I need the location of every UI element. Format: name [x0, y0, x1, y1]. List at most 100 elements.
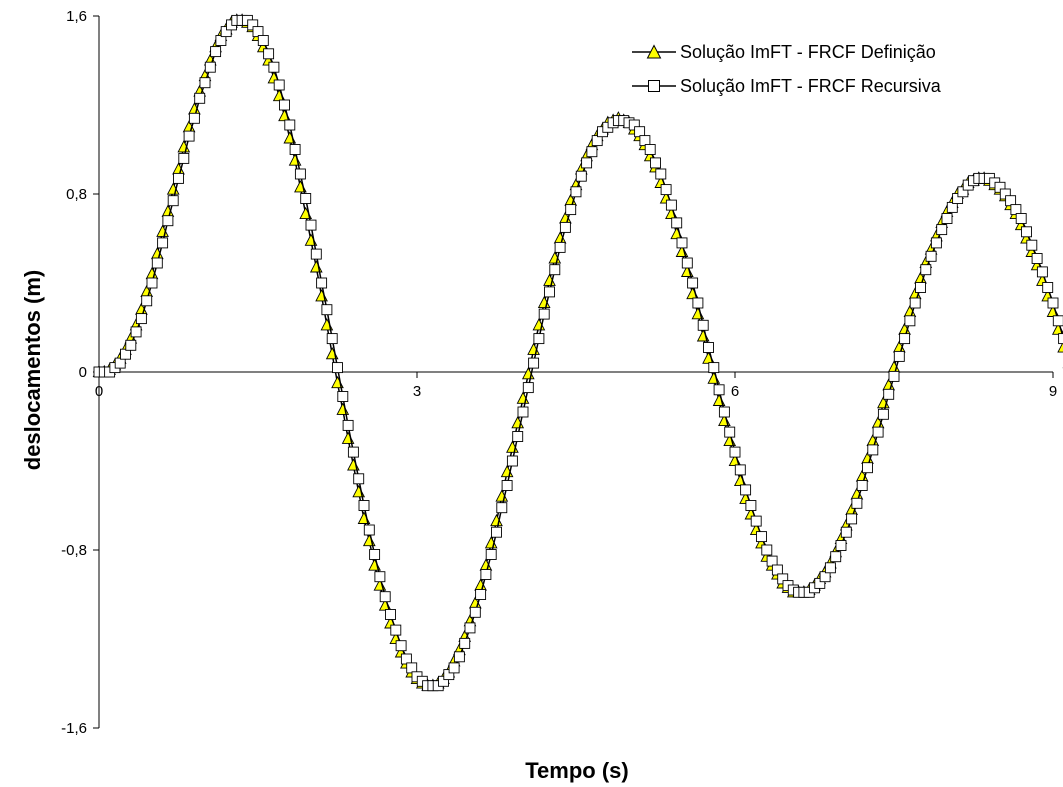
square-marker: [1047, 297, 1059, 309]
legend-label-series-2: Solução ImFT - FRCF Recursiva: [680, 76, 942, 96]
legend-marker-series-1: [646, 44, 662, 59]
y-tick-label: -0,8: [61, 542, 87, 559]
square-marker: [856, 480, 868, 491]
square-marker: [300, 193, 312, 204]
square-marker: [522, 382, 534, 394]
square-marker: [718, 406, 730, 418]
square-marker: [485, 549, 497, 560]
square-marker: [337, 391, 349, 402]
square-marker: [475, 589, 487, 600]
square-marker: [1026, 239, 1038, 251]
x-tick-label: 0: [95, 383, 103, 400]
square-marker: [660, 184, 672, 196]
square-marker: [1036, 266, 1048, 278]
square-marker: [135, 313, 147, 325]
square-marker: [846, 513, 858, 525]
square-marker: [257, 35, 269, 46]
square-marker: [888, 370, 900, 382]
square-marker: [379, 591, 391, 603]
square-marker: [671, 217, 683, 229]
square-marker: [326, 333, 338, 345]
square-marker: [830, 551, 842, 563]
square-marker: [559, 221, 571, 233]
square-marker: [332, 362, 343, 374]
square-marker: [496, 502, 508, 514]
square-marker: [369, 549, 381, 560]
axes: 1,6 0,8 0 -0,8 -1,6 0 3 6 9: [61, 8, 1057, 737]
square-marker: [512, 431, 524, 442]
square-marker: [920, 264, 932, 276]
square-marker: [1052, 315, 1063, 327]
plot-area: [92, 13, 1063, 692]
square-marker: [575, 170, 587, 182]
square-marker: [146, 277, 158, 289]
square-marker: [909, 297, 921, 309]
y-tick-label: 1,6: [66, 8, 87, 25]
square-marker: [756, 531, 767, 543]
square-marker: [1021, 226, 1032, 238]
square-marker: [167, 195, 179, 207]
square-marker: [703, 342, 714, 353]
square-marker: [740, 484, 752, 496]
square-marker: [151, 257, 163, 269]
square-marker: [448, 662, 460, 674]
legend-marker-series-2: [648, 80, 660, 92]
square-marker: [1058, 333, 1063, 345]
y-tick-label: -1,6: [61, 720, 87, 737]
square-marker: [538, 308, 550, 320]
square-marker: [840, 526, 852, 538]
square-marker: [528, 357, 540, 369]
square-marker: [904, 315, 916, 327]
series-1-line: [99, 19, 1063, 687]
legend-label-series-1: Solução ImFT - FRCF Definição: [680, 42, 936, 62]
square-marker: [899, 333, 911, 345]
x-axis-title: Tempo (s): [525, 758, 628, 783]
square-marker: [872, 426, 884, 438]
square-marker: [459, 637, 471, 649]
square-marker: [729, 446, 741, 458]
square-marker: [210, 46, 222, 58]
square-marker: [867, 444, 879, 456]
square-marker: [491, 526, 502, 538]
square-marker: [188, 112, 200, 124]
square-marker: [374, 571, 386, 583]
square-marker: [199, 77, 211, 89]
legend: Solução ImFT - FRCF Definição Solução Im…: [632, 42, 942, 96]
square-marker: [464, 622, 476, 634]
square-marker: [533, 333, 545, 345]
square-marker: [321, 304, 333, 316]
square-marker: [157, 237, 169, 249]
square-marker: [284, 119, 296, 131]
square-marker: [581, 157, 593, 169]
square-marker: [347, 446, 359, 458]
square-marker: [665, 199, 677, 211]
square-marker: [570, 186, 582, 198]
square-marker: [565, 204, 577, 216]
square-marker: [930, 237, 942, 249]
square-marker: [877, 408, 889, 420]
square-marker: [544, 286, 555, 298]
square-marker: [385, 609, 396, 620]
square-marker: [358, 500, 370, 511]
square-marker: [501, 480, 513, 491]
y-tick-label: 0: [79, 364, 87, 381]
series-1: [92, 13, 1063, 691]
square-marker: [141, 295, 153, 307]
square-marker: [395, 640, 407, 652]
square-marker: [353, 473, 365, 485]
square-marker: [173, 172, 184, 184]
square-marker: [1031, 253, 1043, 264]
y-tick-label: 0,8: [66, 186, 87, 203]
square-marker: [724, 426, 736, 438]
triangle-marker: [288, 153, 302, 166]
triangle-marker: [1057, 341, 1063, 353]
square-marker: [936, 224, 948, 236]
square-marker: [915, 282, 926, 293]
square-marker: [734, 464, 746, 476]
square-marker: [469, 606, 481, 618]
square-marker: [893, 350, 905, 362]
square-marker: [316, 277, 328, 289]
square-marker: [130, 326, 142, 338]
square-marker: [273, 79, 285, 91]
